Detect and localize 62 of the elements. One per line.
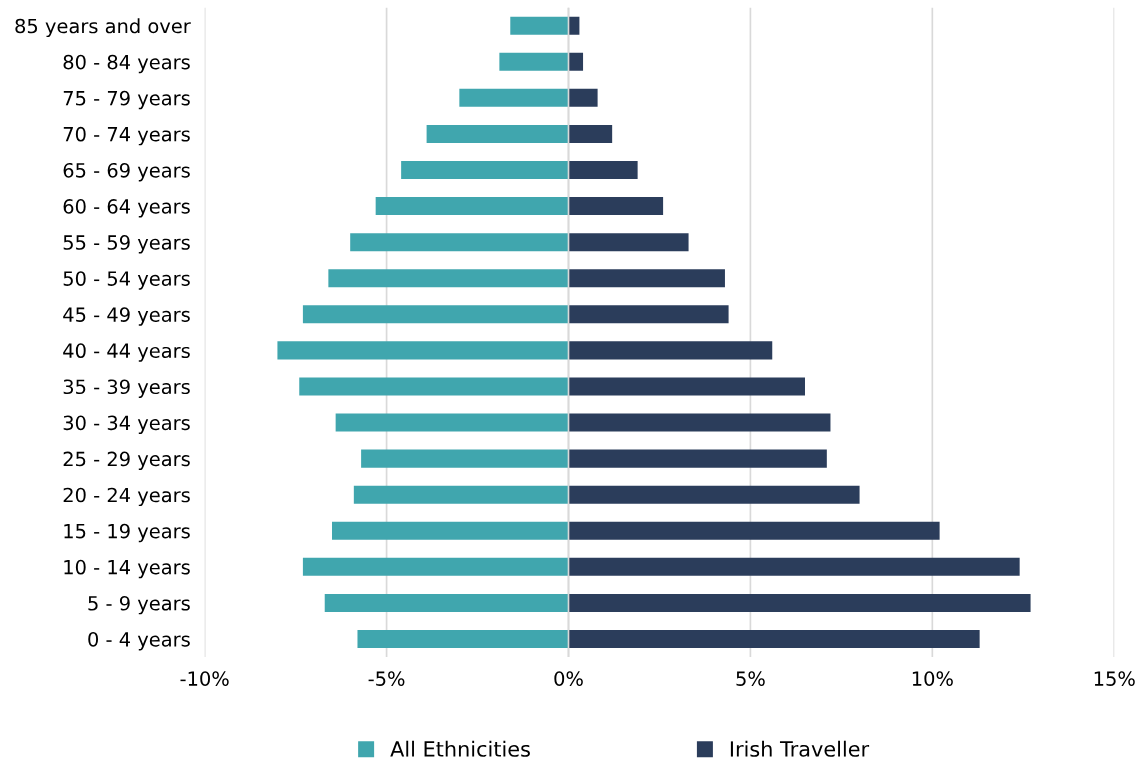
bar bbox=[353, 485, 569, 504]
bar bbox=[361, 449, 569, 468]
y-tick-label: 50 - 54 years bbox=[63, 271, 190, 290]
y-tick-label: 60 - 64 years bbox=[63, 199, 190, 218]
bar bbox=[568, 593, 1031, 612]
bar bbox=[568, 521, 940, 540]
bar bbox=[510, 16, 569, 35]
bar bbox=[426, 124, 569, 143]
bar bbox=[568, 233, 689, 252]
bar bbox=[375, 197, 569, 216]
bar bbox=[302, 305, 569, 324]
bar bbox=[568, 377, 805, 396]
bar bbox=[568, 160, 638, 180]
bar bbox=[568, 52, 584, 71]
bar bbox=[302, 557, 569, 576]
y-tick-label: 35 - 39 years bbox=[63, 379, 190, 398]
bar bbox=[332, 521, 569, 540]
y-tick-label: 25 - 29 years bbox=[63, 451, 190, 471]
bar bbox=[499, 52, 569, 71]
y-tick-label: 20 - 24 years bbox=[63, 487, 190, 507]
x-tick-label: 0% bbox=[554, 671, 583, 686]
bar bbox=[568, 16, 580, 35]
y-tick-label: 55 - 59 years bbox=[63, 235, 190, 254]
y-tick-label: 40 - 44 years bbox=[63, 343, 190, 362]
y-tick-label: 30 - 34 years bbox=[63, 415, 190, 434]
x-tick-label: -5% bbox=[368, 671, 405, 686]
bar bbox=[568, 197, 664, 216]
bar bbox=[328, 269, 569, 288]
x-tick-label: 5% bbox=[736, 671, 765, 686]
y-tick-label: 0 - 4 years bbox=[88, 631, 190, 651]
y-tick-label: 15 - 19 years bbox=[64, 523, 190, 543]
bar bbox=[568, 629, 980, 649]
y-tick-label: 75 - 79 years bbox=[63, 90, 190, 110]
x-tick-label: 10% bbox=[912, 671, 953, 686]
bar bbox=[401, 160, 569, 180]
bar bbox=[568, 88, 598, 107]
bar bbox=[568, 269, 725, 288]
bar bbox=[568, 449, 827, 468]
bar bbox=[568, 124, 613, 143]
bar bbox=[568, 413, 831, 432]
x-tick-label: -10% bbox=[180, 671, 229, 686]
bar bbox=[568, 305, 729, 324]
y-tick-label: 70 - 74 years bbox=[63, 126, 190, 146]
y-tick-label: 65 - 69 years bbox=[63, 162, 190, 182]
bar bbox=[459, 88, 569, 107]
bar bbox=[568, 341, 773, 360]
y-tick-label: 80 - 84 years bbox=[63, 54, 190, 74]
y-tick-label: 5 - 9 years bbox=[88, 595, 190, 615]
bar bbox=[568, 485, 860, 504]
bar bbox=[350, 233, 569, 252]
bar bbox=[335, 413, 569, 432]
bar bbox=[357, 629, 569, 649]
x-tick-label: 15% bbox=[1094, 671, 1135, 686]
bar bbox=[299, 377, 569, 396]
bar bbox=[277, 341, 569, 360]
y-tick-label: 45 - 49 years bbox=[63, 307, 190, 326]
y-tick-label: 85 years and over bbox=[15, 18, 191, 38]
legend-label: Irish Traveller bbox=[730, 740, 870, 757]
bar bbox=[568, 557, 1020, 576]
bar bbox=[324, 593, 569, 612]
legend-label: All Ethnicities bbox=[390, 740, 530, 757]
y-tick-label: 10 - 14 years bbox=[64, 559, 190, 579]
